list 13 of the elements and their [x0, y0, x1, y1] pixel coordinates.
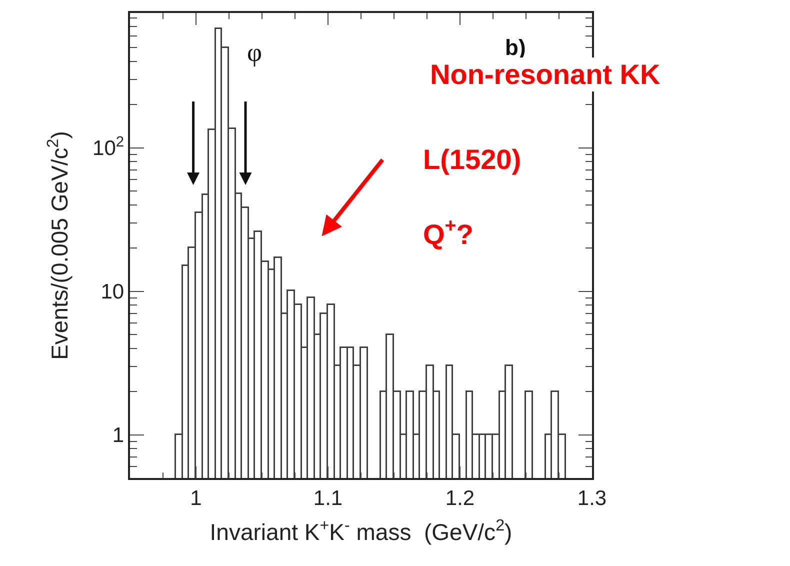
x-tick-label: 1.1 — [313, 486, 343, 510]
annotation: Non-resonant KK — [430, 59, 660, 90]
annotation: φ — [247, 38, 262, 67]
x-tick-label: 1.2 — [445, 486, 475, 510]
annotation: L(1520) — [423, 144, 522, 175]
annotation: Q$^{+}$? — [423, 215, 474, 250]
y-tick-label: 10 — [100, 280, 124, 304]
x-axis-title: Invariant K$^{+}$K$^{-}$ mass (GeV/c$^{2}$) — [210, 516, 512, 546]
y-tick-label: 1 — [112, 424, 124, 448]
y-tick-label: 10$^{2}$ — [92, 134, 124, 160]
annotation: b) — [505, 35, 526, 60]
x-tick-label: 1.3 — [577, 486, 607, 510]
x-tick-label: 1 — [190, 486, 202, 510]
